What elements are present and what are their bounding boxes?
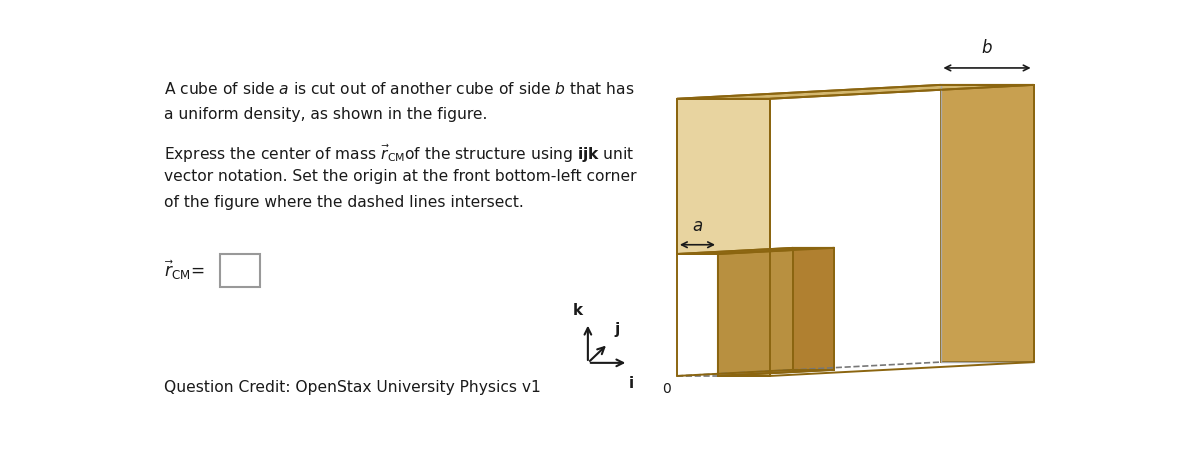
- Text: A cube of side $a$ is cut out of another cube of side $b$ that has: A cube of side $a$ is cut out of another…: [164, 81, 635, 97]
- Text: vector notation. Set the origin at the front bottom-left corner: vector notation. Set the origin at the f…: [164, 169, 636, 184]
- Text: Express the center of mass $\vec{r}_{\mathrm{CM}}$of the structure using $\mathb: Express the center of mass $\vec{r}_{\ma…: [164, 142, 635, 165]
- Text: 0: 0: [662, 382, 671, 396]
- Polygon shape: [793, 248, 834, 370]
- Polygon shape: [677, 99, 770, 376]
- Text: Question Credit: OpenStax University Physics v1: Question Credit: OpenStax University Phy…: [164, 380, 541, 395]
- Text: $b$: $b$: [982, 39, 992, 57]
- Polygon shape: [941, 85, 1033, 362]
- Text: $a$: $a$: [692, 217, 703, 235]
- Text: $\vec{r}_{\mathrm{CM}}$=: $\vec{r}_{\mathrm{CM}}$=: [164, 258, 204, 282]
- Text: a uniform density, as shown in the figure.: a uniform density, as shown in the figur…: [164, 107, 487, 122]
- FancyBboxPatch shape: [220, 253, 260, 287]
- Polygon shape: [677, 248, 834, 254]
- Text: $\mathbf{j}$: $\mathbf{j}$: [614, 320, 620, 339]
- Text: $\mathbf{i}$: $\mathbf{i}$: [629, 375, 635, 391]
- Polygon shape: [718, 248, 834, 376]
- Polygon shape: [677, 85, 1033, 99]
- Text: $\mathbf{k}$: $\mathbf{k}$: [572, 302, 584, 318]
- Text: of the figure where the dashed lines intersect.: of the figure where the dashed lines int…: [164, 195, 523, 210]
